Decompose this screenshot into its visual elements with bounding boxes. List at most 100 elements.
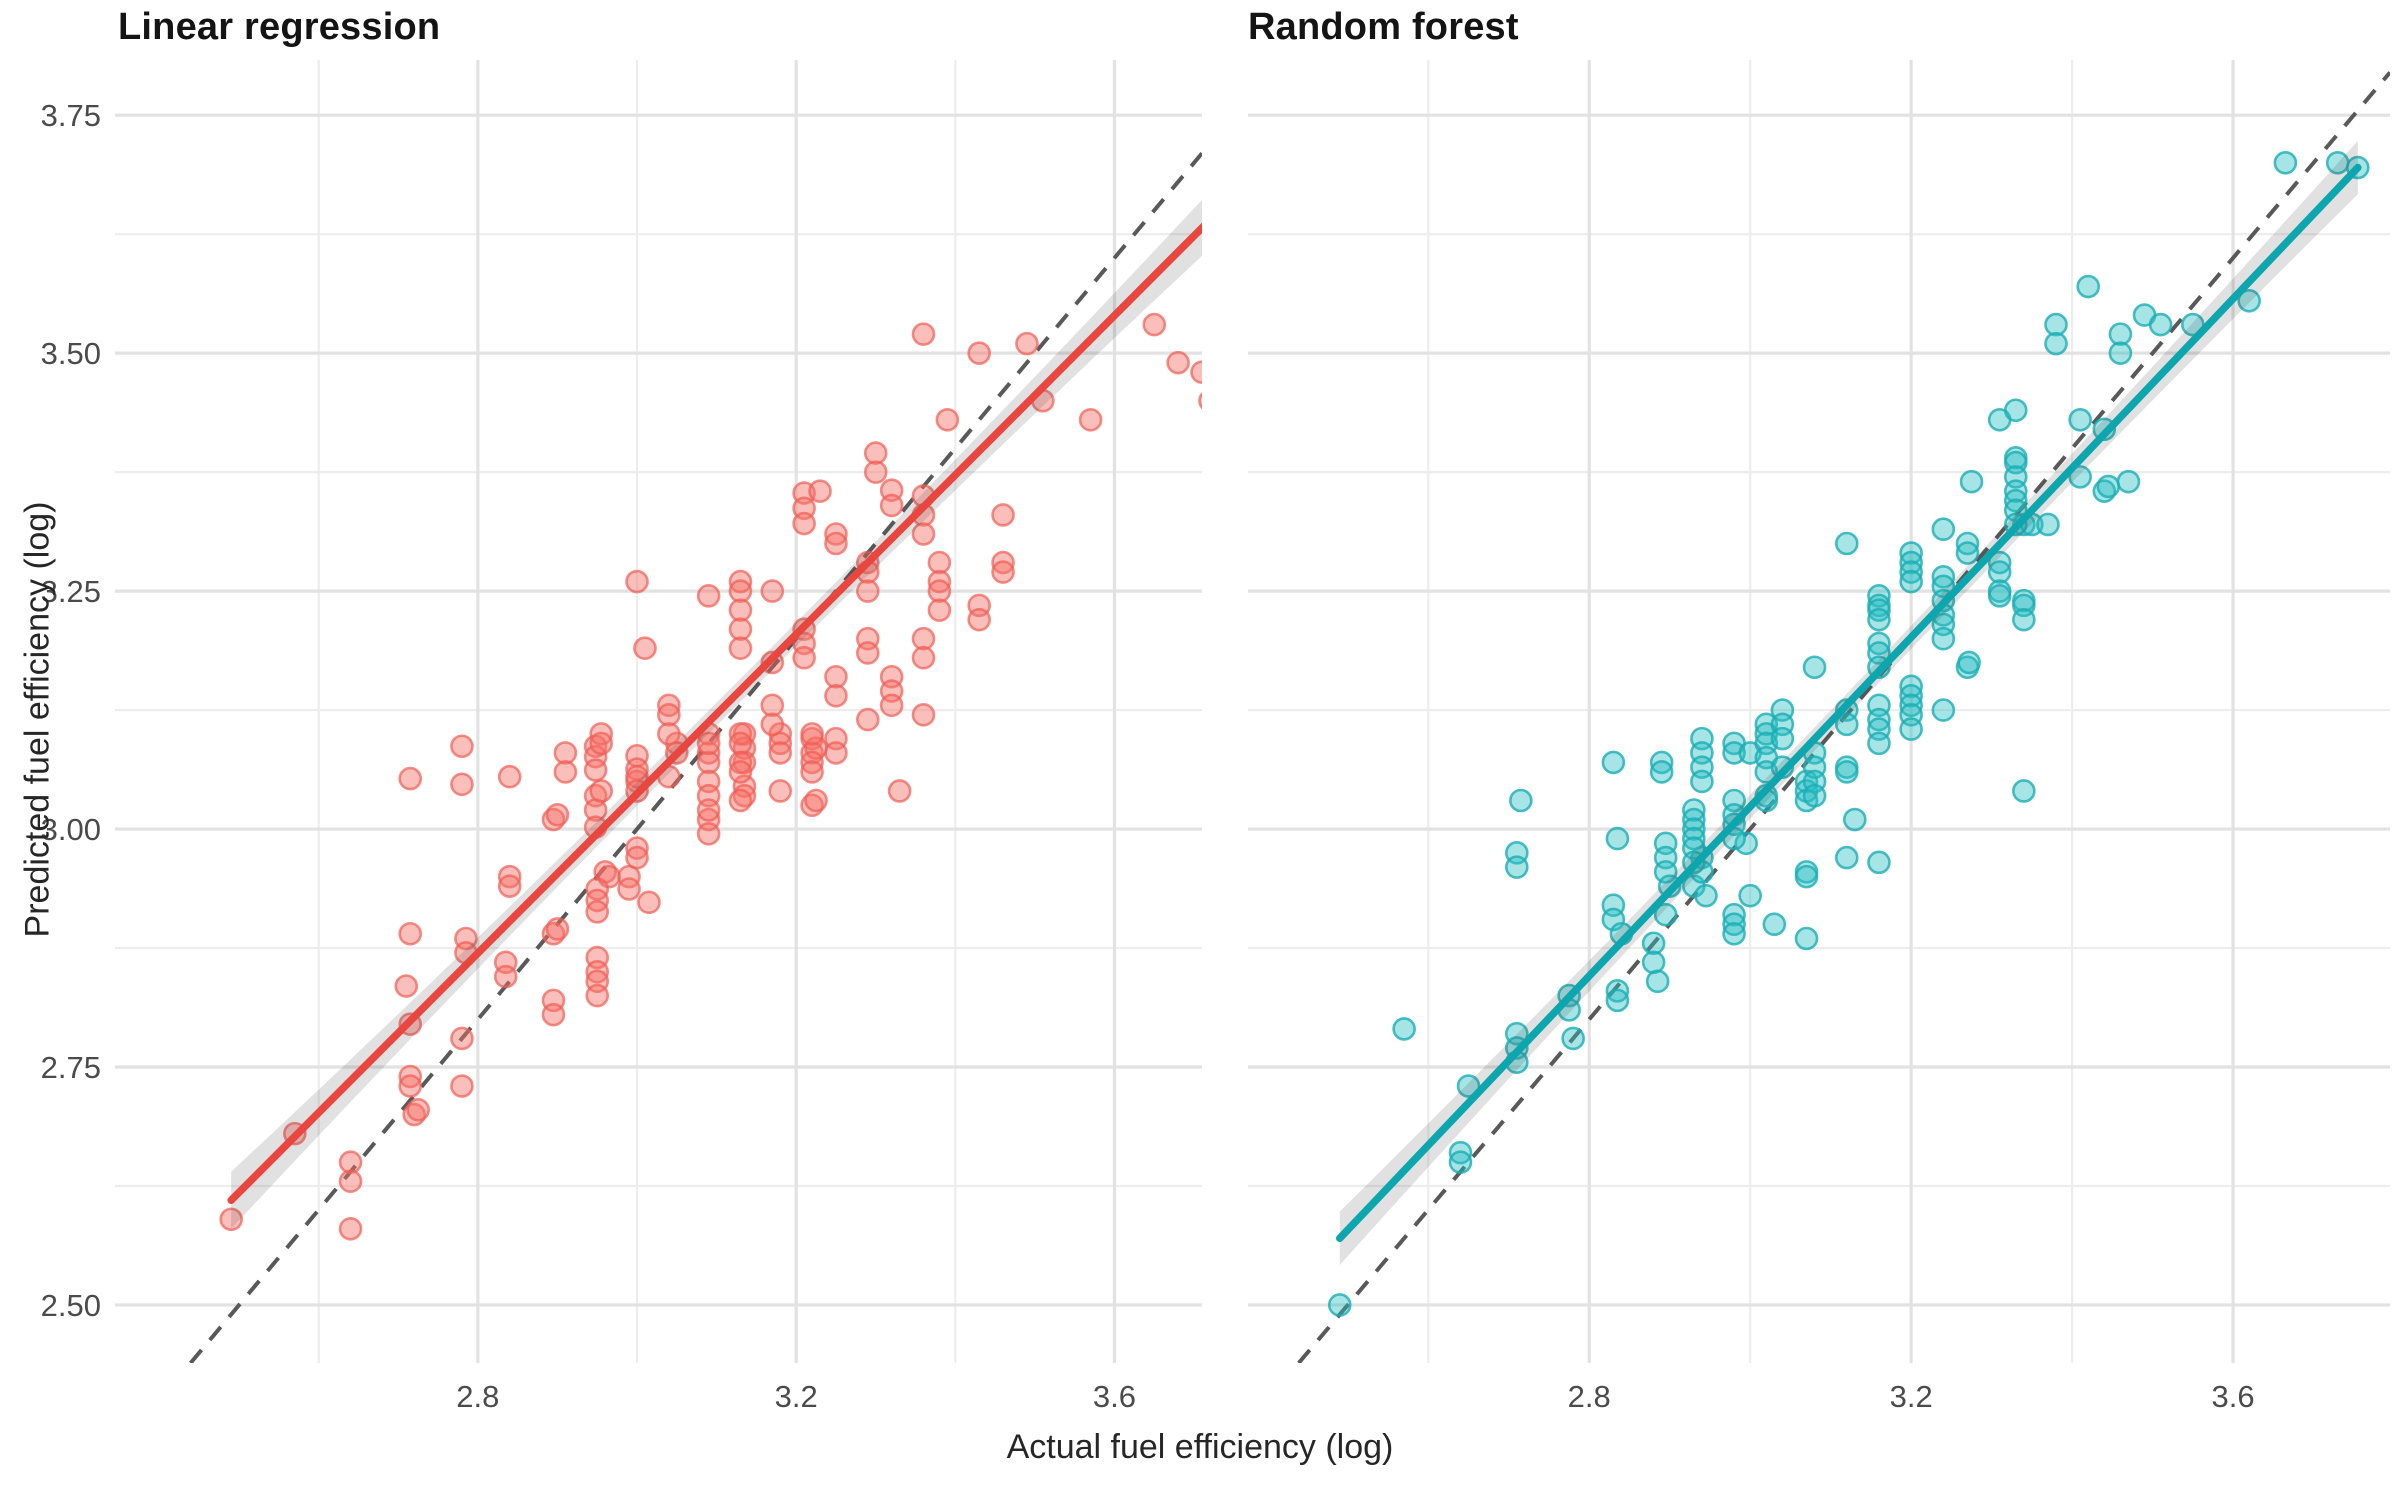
x-tick-label: 3.6	[2212, 1379, 2255, 1414]
data-point	[1734, 831, 1758, 856]
x-tick-label: 3.6	[1093, 1379, 1136, 1414]
data-point	[1392, 1017, 1416, 1041]
data-point	[2116, 469, 2141, 494]
data-point	[1653, 860, 1678, 884]
data-point	[728, 598, 753, 622]
data-point	[450, 772, 474, 797]
data-point	[1931, 517, 1956, 542]
data-point	[657, 722, 681, 746]
data-point	[1653, 902, 1678, 927]
data-point	[792, 645, 816, 670]
x-tick-label: 3.2	[1890, 1379, 1933, 1414]
data-point	[219, 1207, 243, 1232]
data-point	[1505, 855, 1529, 879]
data-point	[1959, 469, 1984, 494]
data-point	[450, 1026, 474, 1051]
facet-title-linear-regression: Linear regression	[118, 6, 441, 48]
data-point	[824, 664, 848, 689]
data-point	[863, 441, 888, 465]
data-point	[2003, 398, 2028, 423]
data-point	[760, 579, 785, 603]
data-point	[728, 579, 753, 603]
data-point	[1802, 655, 1827, 680]
data-point	[553, 760, 578, 784]
data-point	[1738, 883, 1762, 908]
data-point	[1456, 1074, 1481, 1098]
data-point	[1794, 864, 1819, 889]
data-point	[406, 1098, 430, 1122]
data-point	[1078, 407, 1103, 432]
data-point	[1955, 541, 1980, 565]
data-point	[1641, 931, 1666, 956]
data-point	[657, 703, 681, 727]
data-point	[800, 760, 824, 784]
data-point	[911, 703, 936, 727]
data-point	[589, 731, 614, 756]
data-point	[927, 598, 952, 622]
data-point	[1694, 883, 1718, 908]
data-point	[585, 900, 610, 924]
data-point	[2012, 779, 2036, 803]
data-point	[760, 712, 785, 737]
data-point	[804, 788, 828, 813]
data-point	[728, 788, 753, 813]
data-point	[1899, 569, 1923, 594]
data-point	[696, 798, 721, 822]
data-point	[1867, 850, 1891, 875]
data-point	[338, 1150, 363, 1174]
data-point	[935, 407, 960, 432]
data-point	[1448, 1150, 1473, 1174]
data-point	[1561, 1026, 1585, 1051]
data-point	[696, 584, 721, 608]
data-point	[911, 522, 936, 546]
data-point	[1198, 392, 1202, 410]
data-point	[450, 734, 474, 759]
x-tick-label: 3.2	[775, 1379, 818, 1414]
data-point	[1645, 969, 1670, 994]
data-point	[2044, 331, 2068, 356]
data-point	[2237, 289, 2261, 313]
data-point	[863, 460, 888, 484]
data-point	[1794, 926, 1819, 951]
data-point	[768, 779, 793, 803]
data-point	[879, 693, 904, 718]
regression-line-linear	[227, 222, 1202, 1204]
data-point	[398, 1074, 423, 1098]
data-point	[338, 1169, 363, 1194]
data-point	[1899, 717, 1923, 741]
data-point	[1015, 331, 1039, 356]
data-point	[493, 964, 518, 989]
data-point	[696, 750, 721, 775]
y-tick-label: 3.75	[41, 98, 101, 133]
data-point	[625, 569, 649, 594]
data-point	[728, 760, 753, 784]
data-point	[450, 1074, 474, 1098]
data-point	[583, 758, 608, 782]
data-point	[1166, 350, 1190, 375]
data-point	[1802, 783, 1827, 808]
data-point	[911, 626, 936, 651]
data-point	[760, 693, 785, 718]
data-point	[1931, 626, 1956, 651]
data-point	[497, 874, 522, 898]
data-point	[967, 607, 991, 632]
data-point	[1722, 741, 1746, 765]
data-point	[991, 503, 1015, 527]
facet-title-random-forest: Random forest	[1248, 6, 1519, 48]
data-point	[1142, 312, 1167, 337]
points-linear-regression	[219, 312, 1202, 1241]
data-point	[1867, 731, 1891, 756]
data-point	[1987, 560, 2012, 584]
data-point	[1762, 912, 1787, 937]
data-point	[625, 845, 649, 870]
y-tick-label: 2.75	[41, 1050, 101, 1085]
data-point	[1190, 360, 1202, 384]
data-point	[1770, 726, 1795, 751]
data-point	[1867, 607, 1891, 632]
data-point	[398, 766, 423, 791]
data-point	[2148, 312, 2173, 337]
data-point	[637, 890, 661, 915]
data-point	[911, 322, 936, 346]
